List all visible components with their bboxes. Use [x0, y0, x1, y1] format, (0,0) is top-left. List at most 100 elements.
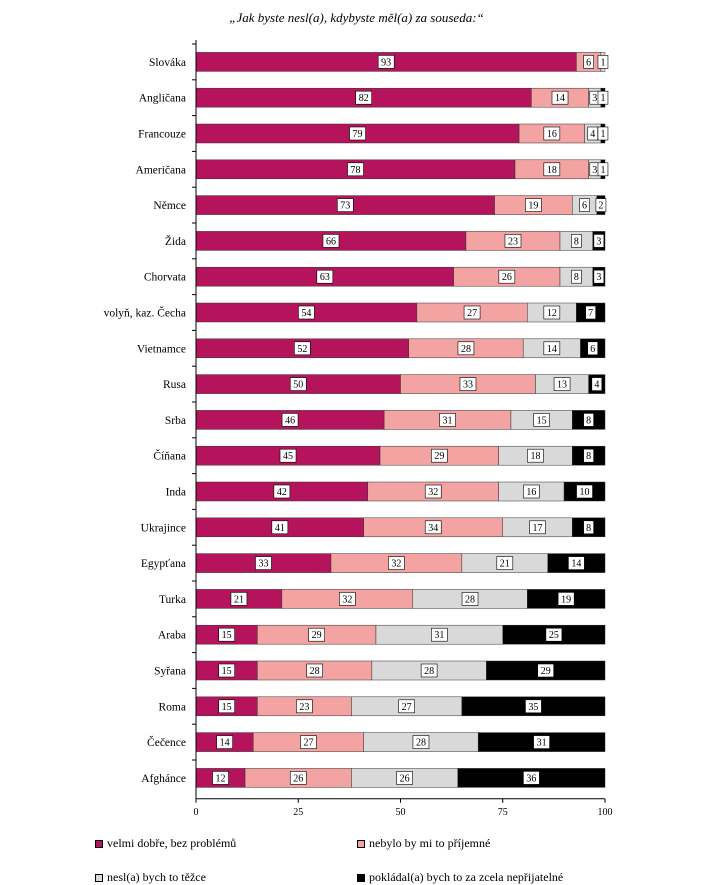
data-label-box — [431, 448, 448, 463]
data-label-box — [543, 162, 561, 177]
data-label: 23 — [508, 236, 518, 247]
data-label: 18 — [547, 165, 557, 176]
x-tick-label: 25 — [293, 807, 303, 818]
data-label-box — [498, 269, 516, 284]
x-tick-label: 75 — [498, 807, 508, 818]
data-label: 1 — [600, 129, 605, 140]
data-label-box — [218, 627, 235, 642]
data-label-box — [296, 699, 313, 714]
category-label: Araba — [158, 630, 186, 642]
data-label: 14 — [220, 738, 230, 749]
data-label: 78 — [351, 165, 361, 176]
data-label: 2 — [598, 201, 603, 212]
data-label: 13 — [557, 380, 567, 391]
data-label-box — [523, 771, 540, 785]
data-label-box — [553, 377, 571, 391]
data-label-box — [306, 663, 323, 678]
data-label-box — [529, 520, 546, 535]
category-label: Číňana — [153, 449, 186, 463]
data-label-box — [424, 484, 442, 499]
data-label: 15 — [222, 630, 232, 641]
data-label: 15 — [537, 415, 547, 426]
data-label: 28 — [424, 666, 434, 677]
data-label-box — [420, 663, 438, 678]
data-label: 4 — [590, 129, 595, 140]
category-label: Vietnamce — [137, 343, 186, 355]
data-label-box — [533, 413, 550, 427]
data-label-box — [595, 198, 607, 212]
data-label: 50 — [293, 380, 303, 391]
data-label: 19 — [528, 201, 538, 212]
data-label: 23 — [299, 702, 309, 713]
data-label: 41 — [275, 523, 285, 534]
data-label: 15 — [222, 702, 232, 713]
data-label-box — [557, 592, 575, 606]
data-label-box — [583, 520, 594, 535]
data-label: 28 — [416, 738, 426, 749]
data-label: 15 — [222, 666, 232, 677]
data-label-box — [527, 448, 544, 463]
data-label-box — [298, 305, 315, 320]
legend: velmi dobře, bez problémů nebylo by mi t… — [95, 836, 695, 884]
data-label-box — [300, 735, 317, 749]
data-label: 52 — [297, 344, 307, 355]
data-label-box — [593, 234, 605, 248]
data-label-box — [316, 269, 334, 284]
legend-swatch-0 — [95, 839, 103, 848]
data-label: 16 — [547, 129, 557, 140]
data-label-box — [339, 592, 356, 606]
data-label: 21 — [234, 594, 244, 605]
data-label-box — [523, 484, 540, 499]
data-label: 28 — [310, 666, 320, 677]
x-tick-label: 0 — [194, 807, 199, 818]
data-label-box — [525, 198, 542, 212]
data-label-box — [461, 592, 479, 606]
data-label-box — [273, 484, 291, 499]
data-label-box — [457, 341, 475, 356]
data-label-box — [591, 377, 603, 391]
data-label-box — [281, 413, 299, 427]
category-label: Ukrajince — [141, 522, 186, 534]
data-label: 27 — [303, 738, 313, 749]
data-label: 33 — [258, 559, 268, 570]
data-label: 73 — [340, 201, 350, 212]
data-label: 26 — [400, 773, 410, 784]
data-label-box — [212, 771, 229, 785]
data-label-box — [398, 699, 415, 714]
data-label: 28 — [461, 344, 471, 355]
data-label: 18 — [530, 451, 540, 462]
data-label-box — [597, 126, 609, 141]
data-label-box — [568, 556, 585, 570]
data-label-box — [583, 413, 594, 427]
data-label: 28 — [465, 594, 475, 605]
data-label-box — [289, 771, 307, 785]
data-label: 25 — [549, 630, 559, 641]
data-label: 3 — [596, 236, 601, 247]
x-tick-label: 50 — [396, 807, 406, 818]
data-label-box — [412, 735, 430, 749]
data-label-box — [537, 663, 554, 678]
data-label: 63 — [320, 272, 330, 283]
category-label: Turka — [159, 594, 186, 606]
data-label-box — [255, 556, 272, 570]
data-label-box — [597, 162, 609, 177]
data-label-box — [347, 162, 364, 177]
data-label-box — [308, 627, 325, 642]
data-label: 32 — [391, 559, 401, 570]
data-label-box — [551, 90, 569, 105]
data-label: 29 — [541, 666, 551, 677]
data-label: 14 — [555, 93, 565, 104]
data-label: 46 — [285, 415, 295, 426]
data-label-box — [439, 413, 456, 427]
category-label: Angličana — [139, 93, 186, 105]
data-label-box — [230, 592, 248, 606]
data-label: 54 — [301, 308, 311, 319]
data-label: 7 — [588, 308, 593, 319]
data-label-box — [355, 90, 372, 105]
category-label: Němce — [153, 200, 186, 212]
data-label-box — [583, 55, 594, 69]
data-label-box — [576, 484, 593, 499]
data-label-box — [218, 699, 235, 714]
category-label: Roma — [159, 701, 186, 713]
legend-label-3: pokládal(a) bych to za zcela nepřijateln… — [369, 870, 564, 884]
